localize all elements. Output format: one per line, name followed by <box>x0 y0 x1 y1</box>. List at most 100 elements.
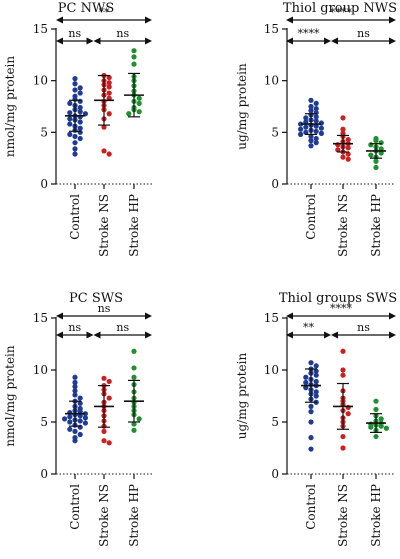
data-point <box>67 131 73 137</box>
data-point <box>313 118 319 124</box>
x-category-label: Control <box>68 194 82 240</box>
data-point <box>101 148 107 154</box>
data-point <box>72 379 78 386</box>
data-point <box>77 424 83 430</box>
data-point <box>106 395 112 401</box>
data-point <box>308 403 314 409</box>
data-point <box>77 119 83 125</box>
arrow-head-left <box>286 331 293 339</box>
chart-title: Thiol group NWS <box>283 1 397 16</box>
arrow-head-left <box>286 16 293 24</box>
data-point <box>106 151 112 157</box>
chart-title: PC NWS <box>58 1 114 16</box>
chart-panel-4: Thiol groups SWS ug/mg protein 0 5 10 15 Contr… <box>235 291 397 547</box>
data-point <box>131 61 137 67</box>
significance-label: ** <box>303 321 315 334</box>
data-point <box>67 110 73 116</box>
arrow-head-left <box>331 331 338 339</box>
data-point <box>313 128 319 134</box>
data-point <box>340 433 346 440</box>
data-point <box>345 151 351 157</box>
x-category-label: Stroke HP <box>127 484 141 547</box>
data-point <box>340 154 346 160</box>
y-tick-label: 0 <box>271 467 279 481</box>
data-point <box>72 151 78 157</box>
x-category-label: Control <box>304 484 318 530</box>
data-point <box>345 156 351 162</box>
data-point <box>72 140 78 146</box>
data-point <box>106 84 112 90</box>
data-point <box>77 98 83 104</box>
data-point <box>368 424 374 430</box>
series-stroke-ns <box>333 348 353 451</box>
data-point <box>313 105 319 112</box>
data-point <box>131 365 137 371</box>
arrow-head-right <box>389 312 396 320</box>
series-control <box>65 76 88 157</box>
y-axis-label: ug/mg protein <box>235 353 249 440</box>
data-point <box>378 416 384 422</box>
significance-label: ns <box>68 27 81 40</box>
data-point <box>298 126 304 132</box>
data-point <box>72 76 78 82</box>
data-point <box>340 372 346 378</box>
data-point <box>67 426 73 432</box>
data-point <box>340 445 346 451</box>
data-point <box>131 374 137 380</box>
data-point <box>308 97 314 103</box>
data-point <box>373 164 379 171</box>
significance-label: ns <box>68 321 81 334</box>
data-point <box>106 74 112 81</box>
data-point <box>131 348 137 354</box>
arrow-head-right <box>389 331 396 339</box>
chart-title: PC SWS <box>69 291 123 306</box>
data-point <box>67 419 73 425</box>
significance-label: ** <box>99 6 111 19</box>
data-point <box>303 129 309 135</box>
arrow-head-right <box>324 331 331 339</box>
data-point <box>308 108 314 114</box>
data-point <box>101 124 107 130</box>
series-stroke-ns <box>94 375 114 446</box>
series-stroke-hp <box>366 398 389 440</box>
data-point <box>77 129 83 135</box>
y-axis-label: nmol/mg protein <box>3 56 17 157</box>
data-point <box>72 384 78 390</box>
y-tick-label: 15 <box>264 311 279 325</box>
arrow-head-left <box>56 312 63 320</box>
data-point <box>77 395 83 401</box>
arrow-head-left <box>56 37 63 45</box>
data-point <box>340 115 346 121</box>
data-point <box>72 388 78 394</box>
data-point <box>373 433 379 440</box>
data-point <box>340 367 346 373</box>
data-point <box>72 428 78 434</box>
data-point <box>126 111 132 117</box>
chart-panel-1: PC NWS nmol/mg protein 0 5 10 15 Control Stroke… <box>3 1 152 257</box>
data-point <box>62 416 68 422</box>
series-control <box>301 360 321 452</box>
data-point <box>308 103 314 110</box>
y-tick-label: 0 <box>271 177 279 191</box>
significance-label: **** <box>298 27 321 40</box>
data-point <box>72 146 78 152</box>
significance-label: ns <box>357 27 370 40</box>
arrow-head-right <box>145 16 152 24</box>
x-category-label: Stroke HP <box>369 194 383 257</box>
data-point <box>345 136 351 143</box>
data-point <box>313 135 319 142</box>
chart-panel-2: Thiol group NWS ug/mg protein 0 5 10 15 Contro… <box>235 1 397 257</box>
y-tick-label: 0 <box>40 177 48 191</box>
data-point <box>82 411 88 417</box>
data-point <box>298 121 304 127</box>
data-point <box>72 133 78 140</box>
significance-label: ns <box>116 27 129 40</box>
data-point <box>77 418 83 424</box>
x-category-label: Control <box>68 484 82 530</box>
arrow-head-right <box>86 331 94 339</box>
data-point <box>101 375 107 381</box>
data-point <box>106 80 112 86</box>
data-point <box>373 158 379 164</box>
data-point <box>72 87 78 93</box>
